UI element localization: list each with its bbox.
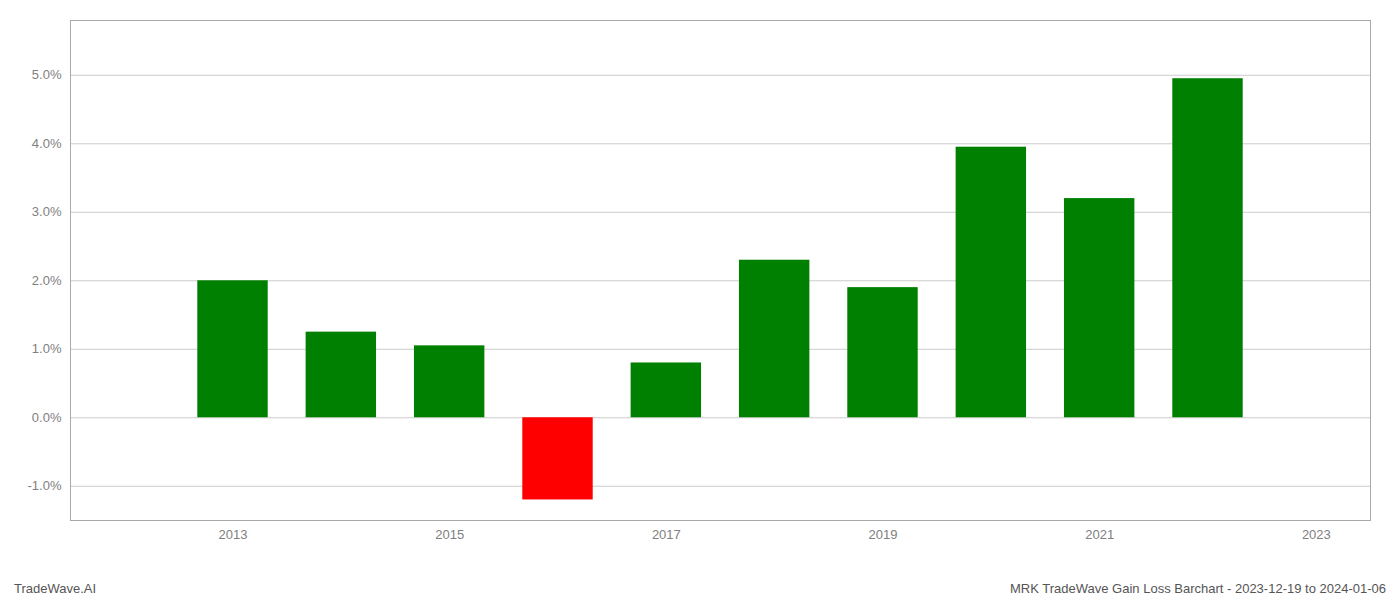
svg-text:4.0%: 4.0% — [32, 136, 62, 151]
svg-text:2019: 2019 — [869, 527, 898, 542]
svg-text:2013: 2013 — [219, 527, 248, 542]
svg-text:2023: 2023 — [1302, 527, 1331, 542]
html-text:MRK TradeWave Gain Loss Barcha: MRK TradeWave Gain Loss Barchart - 2023-… — [1010, 581, 1386, 596]
svg-text:-1.0%: -1.0% — [28, 478, 62, 493]
html-text:TradeWave.AI: TradeWave.AI — [14, 581, 97, 596]
svg-text:2.0%: 2.0% — [32, 273, 62, 288]
svg-text:2017: 2017 — [652, 527, 681, 542]
svg-text:5.0%: 5.0% — [32, 67, 62, 82]
svg-text:2021: 2021 — [1085, 527, 1114, 542]
svg-text:1.0%: 1.0% — [32, 341, 62, 356]
svg-text:3.0%: 3.0% — [32, 204, 62, 219]
svg-text:0.0%: 0.0% — [32, 410, 62, 425]
svg-text:2015: 2015 — [435, 527, 464, 542]
